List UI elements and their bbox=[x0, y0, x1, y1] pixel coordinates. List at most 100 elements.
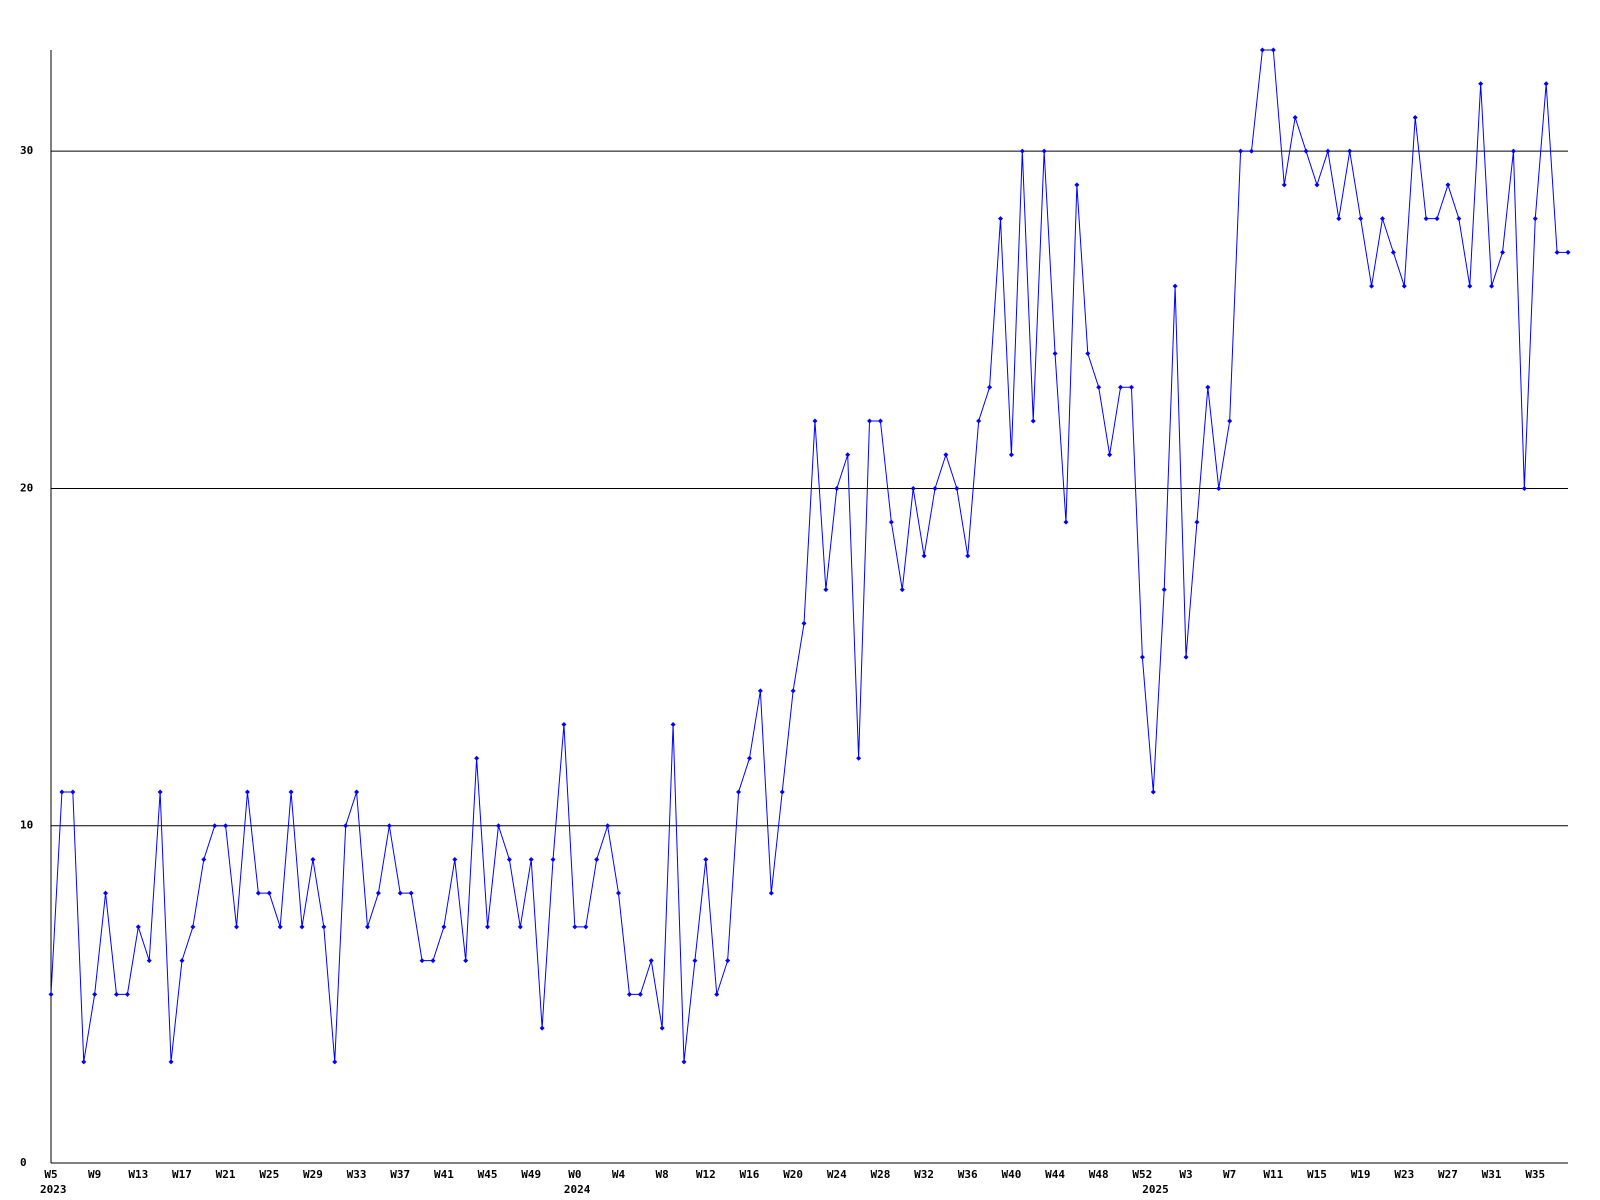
data-point bbox=[779, 789, 785, 795]
data-point bbox=[332, 1059, 338, 1065]
data-point bbox=[1205, 384, 1211, 390]
data-point bbox=[113, 991, 119, 997]
x-tick-label: W37 bbox=[390, 1168, 410, 1181]
data-point bbox=[921, 553, 927, 559]
data-point bbox=[223, 823, 229, 829]
data-point bbox=[910, 485, 916, 491]
y-tick-label: 0 bbox=[20, 1156, 27, 1169]
data-point bbox=[1554, 249, 1560, 255]
x-tick-label: W52 bbox=[1132, 1168, 1152, 1181]
data-point bbox=[801, 620, 807, 626]
data-point bbox=[1030, 418, 1036, 424]
x-tick-label: W29 bbox=[303, 1168, 323, 1181]
x-tick-label: W8 bbox=[656, 1168, 669, 1181]
data-point bbox=[583, 924, 589, 930]
data-point bbox=[81, 1059, 87, 1065]
x-tick-label: W16 bbox=[740, 1168, 760, 1181]
data-point bbox=[1532, 216, 1538, 222]
data-point bbox=[135, 924, 141, 930]
data-point bbox=[877, 418, 883, 424]
data-point bbox=[485, 924, 491, 930]
data-point bbox=[441, 924, 447, 930]
data-line bbox=[50, 49, 1568, 1062]
data-point bbox=[1063, 519, 1069, 525]
x-tick-label: W32 bbox=[914, 1168, 934, 1181]
x-tick-label: W48 bbox=[1089, 1168, 1109, 1181]
data-point bbox=[670, 722, 676, 728]
x-tick-label: W20 bbox=[783, 1168, 803, 1181]
data-point bbox=[1052, 351, 1058, 357]
data-point bbox=[1281, 182, 1287, 188]
data-point bbox=[746, 755, 752, 761]
x-tick-label: W5 bbox=[44, 1168, 57, 1181]
data-point bbox=[1412, 114, 1418, 120]
data-point bbox=[616, 890, 622, 896]
year-label: 2023 bbox=[40, 1183, 67, 1196]
data-point bbox=[976, 418, 982, 424]
data-point bbox=[386, 823, 392, 829]
x-tick-label: W45 bbox=[478, 1168, 498, 1181]
data-point bbox=[703, 856, 709, 862]
data-point bbox=[605, 823, 611, 829]
data-point bbox=[212, 823, 218, 829]
x-tick-label: W36 bbox=[958, 1168, 978, 1181]
data-point bbox=[255, 890, 261, 896]
data-point bbox=[714, 991, 720, 997]
year-label: 2025 bbox=[1142, 1183, 1169, 1196]
x-tick-label: W21 bbox=[216, 1168, 236, 1181]
x-tick-label: W17 bbox=[172, 1168, 192, 1181]
data-point bbox=[1521, 485, 1527, 491]
data-point bbox=[495, 823, 501, 829]
data-point bbox=[1489, 283, 1495, 289]
data-point bbox=[452, 856, 458, 862]
data-point bbox=[594, 856, 600, 862]
data-point bbox=[539, 1025, 545, 1031]
x-tick-label: W19 bbox=[1351, 1168, 1371, 1181]
x-tick-label: W35 bbox=[1525, 1168, 1545, 1181]
data-point bbox=[1128, 384, 1134, 390]
data-point bbox=[550, 856, 556, 862]
data-point bbox=[1336, 216, 1342, 222]
data-point bbox=[1085, 351, 1091, 357]
data-point bbox=[637, 991, 643, 997]
data-point bbox=[823, 587, 829, 593]
data-point bbox=[1510, 148, 1516, 154]
data-point bbox=[1314, 182, 1320, 188]
data-point bbox=[681, 1059, 687, 1065]
data-point bbox=[834, 485, 840, 491]
data-point bbox=[244, 789, 250, 795]
data-point bbox=[899, 587, 905, 593]
data-point bbox=[725, 958, 731, 964]
data-point bbox=[1543, 81, 1549, 87]
data-point bbox=[1150, 789, 1156, 795]
x-tick-label: W23 bbox=[1394, 1168, 1414, 1181]
data-point bbox=[375, 890, 381, 896]
data-point bbox=[1423, 216, 1429, 222]
data-point bbox=[954, 485, 960, 491]
x-tick-label: W9 bbox=[88, 1168, 101, 1181]
data-point bbox=[845, 452, 851, 458]
x-tick-label: W15 bbox=[1307, 1168, 1327, 1181]
data-point bbox=[343, 823, 349, 829]
data-point bbox=[474, 755, 480, 761]
data-point bbox=[92, 991, 98, 997]
data-point bbox=[354, 789, 360, 795]
data-point bbox=[1445, 182, 1451, 188]
y-tick-label: 30 bbox=[20, 144, 33, 157]
data-point bbox=[299, 924, 305, 930]
data-point bbox=[48, 991, 54, 997]
x-tick-label: W12 bbox=[696, 1168, 716, 1181]
data-point bbox=[812, 418, 818, 424]
data-point bbox=[626, 991, 632, 997]
x-tick-label: W41 bbox=[434, 1168, 454, 1181]
data-point bbox=[70, 789, 76, 795]
data-point bbox=[1325, 148, 1331, 154]
data-point bbox=[1118, 384, 1124, 390]
data-point bbox=[1161, 587, 1167, 593]
data-point bbox=[397, 890, 403, 896]
data-point bbox=[1041, 148, 1047, 154]
data-point bbox=[997, 216, 1003, 222]
x-tick-label: W0 bbox=[568, 1168, 581, 1181]
